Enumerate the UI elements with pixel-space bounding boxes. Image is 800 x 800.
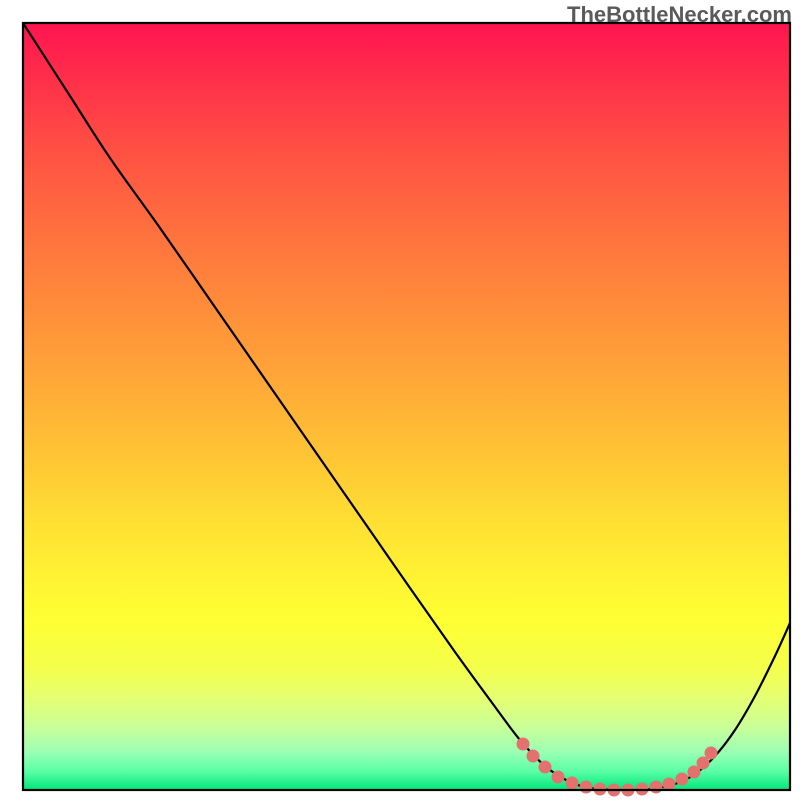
attribution-text: TheBottleNecker.com xyxy=(567,2,792,28)
optimal-marker xyxy=(517,738,530,751)
optimal-marker xyxy=(663,778,676,791)
optimal-marker xyxy=(566,777,579,790)
optimal-marker xyxy=(650,781,663,794)
chart-background xyxy=(23,23,790,790)
optimal-marker xyxy=(580,781,593,794)
optimal-marker xyxy=(527,750,540,763)
optimal-marker xyxy=(676,773,689,786)
optimal-marker xyxy=(552,771,565,784)
chart-container: { "attribution": { "text": "TheBottleNec… xyxy=(0,0,800,800)
optimal-marker xyxy=(705,747,718,760)
bottleneck-chart xyxy=(0,0,800,800)
optimal-marker xyxy=(539,761,552,774)
